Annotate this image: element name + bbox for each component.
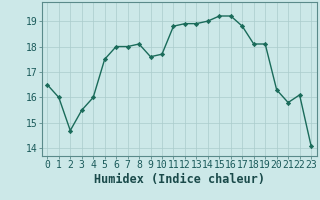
X-axis label: Humidex (Indice chaleur): Humidex (Indice chaleur): [94, 173, 265, 186]
